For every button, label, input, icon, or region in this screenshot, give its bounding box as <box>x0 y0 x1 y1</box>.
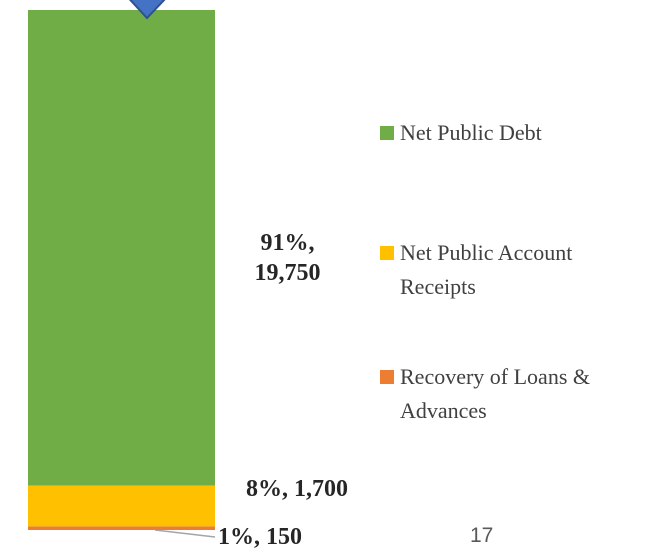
leader-line <box>154 529 216 538</box>
data-label: 1%, 150 <box>218 524 302 550</box>
data-label: 8%, 1,700 <box>246 476 348 502</box>
legend-label: Net Public Account Receipts <box>400 240 573 299</box>
legend-label: Net Public Debt <box>400 120 542 145</box>
legend-item: Net Public Account Receipts <box>380 236 646 304</box>
legend-label: Recovery of Loans & Advances <box>400 364 590 423</box>
bar-segment <box>28 526 215 530</box>
legend-swatch <box>380 370 394 384</box>
bar-segment <box>28 485 215 527</box>
legend-swatch <box>380 246 394 260</box>
legend-item: Net Public Debt <box>380 116 646 150</box>
data-label: 91%, 19,750 <box>254 230 321 286</box>
legend-item: Recovery of Loans & Advances <box>380 360 646 428</box>
bar-segment <box>28 10 215 486</box>
legend-swatch <box>380 126 394 140</box>
page-number: 17 <box>470 524 494 547</box>
